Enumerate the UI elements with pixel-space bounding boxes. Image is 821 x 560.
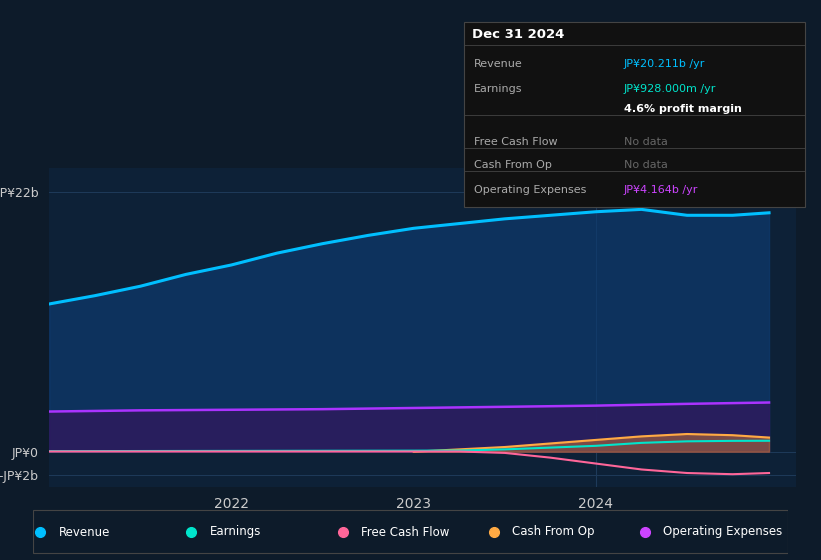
- Text: No data: No data: [624, 137, 667, 147]
- Text: Dec 31 2024: Dec 31 2024: [472, 28, 565, 41]
- Text: Free Cash Flow: Free Cash Flow: [474, 137, 557, 147]
- Text: JP¥928.000m /yr: JP¥928.000m /yr: [624, 84, 717, 94]
- Text: Earnings: Earnings: [474, 84, 522, 94]
- Text: 4.6% profit margin: 4.6% profit margin: [624, 104, 742, 114]
- Text: Operating Expenses: Operating Expenses: [474, 185, 586, 195]
- Text: Free Cash Flow: Free Cash Flow: [360, 525, 449, 539]
- Text: Operating Expenses: Operating Expenses: [663, 525, 782, 539]
- Text: Cash From Op: Cash From Op: [474, 160, 552, 170]
- Bar: [33, 510, 788, 553]
- Text: Earnings: Earnings: [209, 525, 261, 539]
- Text: JP¥20.211b /yr: JP¥20.211b /yr: [624, 59, 705, 69]
- Text: Revenue: Revenue: [58, 525, 110, 539]
- Text: JP¥4.164b /yr: JP¥4.164b /yr: [624, 185, 699, 195]
- Text: Cash From Op: Cash From Op: [511, 525, 594, 539]
- Text: No data: No data: [624, 160, 667, 170]
- Text: Revenue: Revenue: [474, 59, 522, 69]
